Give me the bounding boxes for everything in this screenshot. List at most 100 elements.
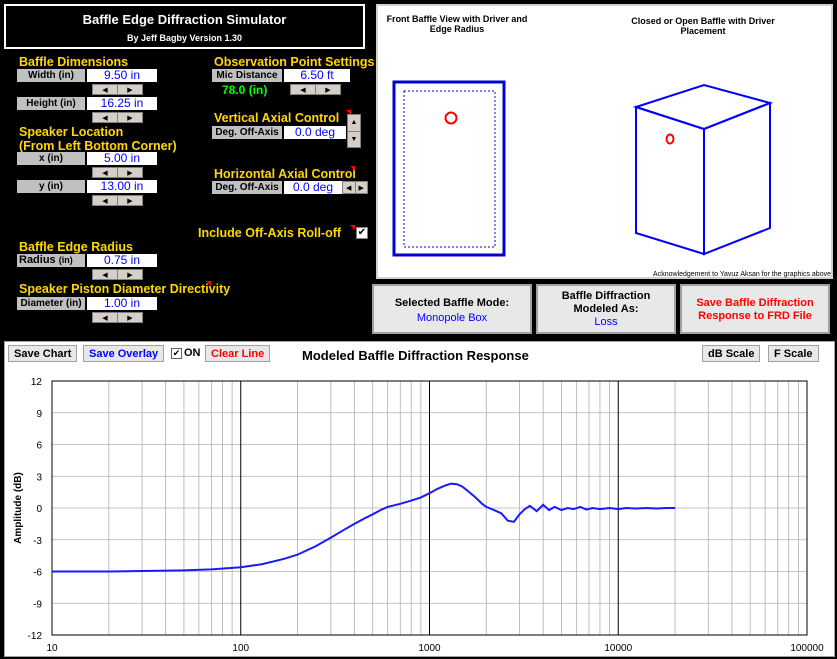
y-spinner[interactable]: ◀ ▶ — [92, 195, 143, 206]
spin-right-icon[interactable]: ▶ — [127, 197, 133, 205]
modeled-as-button[interactable]: Baffle Diffraction Modeled As: Loss — [536, 284, 676, 334]
x-tick-label: 10 — [46, 643, 58, 654]
selected-mode-button[interactable]: Selected Baffle Mode: Monopole Box — [372, 284, 532, 334]
front-baffle-caption: Front Baffle View with Driver and Edge R… — [386, 14, 528, 34]
app-title-box: Baffle Edge Diffraction Simulator By Jef… — [4, 4, 365, 49]
spin-up-icon[interactable]: ▲ — [348, 115, 360, 132]
overlay-on-label: ON — [184, 347, 201, 359]
modeled-as-value: Loss — [594, 316, 618, 328]
mic-spinner[interactable]: ◀ ▶ — [290, 84, 341, 95]
box-caption: Closed or Open Baffle with Driver Placem… — [631, 16, 775, 36]
x-tick-label: 100 — [232, 643, 249, 654]
x-spinner[interactable]: ◀ ▶ — [92, 167, 143, 178]
comment-marker-icon — [350, 166, 355, 171]
y-value[interactable]: 13.00 in — [87, 180, 157, 193]
modeled-as-label-2: Modeled As: — [573, 303, 639, 315]
spin-left-icon[interactable]: ◀ — [343, 182, 356, 193]
y-tick-label: 12 — [31, 377, 43, 388]
f-scale-button[interactable]: F Scale — [768, 345, 819, 362]
save-frd-label-1: Save Baffle Diffraction — [696, 297, 814, 309]
mic-distance-value[interactable]: 6.50 ft — [284, 69, 350, 82]
width-label: Width (in) — [17, 69, 85, 82]
plot-border — [51, 380, 808, 636]
horizontal-spinner[interactable]: ◀ ▶ — [342, 181, 368, 194]
y-tick-label: -12 — [28, 631, 43, 642]
spin-right-icon[interactable]: ▶ — [127, 271, 133, 279]
spin-left-icon[interactable]: ◀ — [93, 85, 118, 94]
comment-marker-icon — [346, 110, 351, 115]
save-chart-button[interactable]: Save Chart — [8, 345, 78, 362]
clear-line-button[interactable]: Clear Line — [205, 345, 271, 362]
spin-down-icon[interactable]: ▼ — [350, 135, 358, 143]
comment-marker-icon — [350, 225, 355, 230]
x-label: x (in) — [17, 152, 85, 165]
db-scale-button[interactable]: dB Scale — [702, 345, 761, 362]
save-frd-label-2: Response to FRD File — [698, 310, 812, 322]
comment-marker-icon — [206, 281, 211, 286]
horizontal-offaxis-label: Deg. Off-Axis — [212, 181, 282, 194]
diameter-label: Diameter (in) — [17, 297, 85, 310]
x-value[interactable]: 5.00 in — [87, 152, 157, 165]
spin-left-icon[interactable]: ◀ — [93, 168, 118, 177]
y-tick-label: -6 — [33, 568, 42, 579]
vertical-offaxis-value[interactable]: 0.0 deg — [284, 126, 346, 139]
overlay-on-checkbox[interactable]: ✔ — [171, 348, 182, 359]
speaker-location-heading: Speaker Location — [19, 125, 124, 139]
baffle-graphics-panel: Front Baffle View with Driver and Edge R… — [376, 4, 833, 279]
diameter-spinner[interactable]: ◀ ▶ — [92, 312, 143, 323]
x-tick-label: 10000 — [604, 643, 632, 654]
diameter-value[interactable]: 1.00 in — [87, 297, 157, 310]
spin-left-icon[interactable]: ◀ — [93, 113, 118, 122]
y-tick-label: -9 — [33, 599, 42, 610]
y-label: y (in) — [17, 180, 85, 193]
spin-right-icon[interactable]: ▶ — [127, 169, 133, 177]
y-tick-label: 6 — [36, 441, 42, 452]
speaker-location-subheading: (From Left Bottom Corner) — [19, 139, 177, 153]
spin-right-icon[interactable]: ▶ — [127, 114, 133, 122]
height-value[interactable]: 16.25 in — [87, 97, 157, 110]
mic-inches-value: 78.0 (in) — [222, 83, 268, 97]
vertical-axial-heading: Vertical Axial Control — [214, 111, 340, 125]
vertical-offaxis-label: Deg. Off-Axis — [212, 126, 282, 139]
spin-left-icon[interactable]: ◀ — [93, 313, 118, 322]
observation-heading: Observation Point Settings — [214, 55, 375, 69]
vertical-spinner[interactable]: ▲ ▼ — [347, 114, 361, 148]
height-spinner[interactable]: ◀ ▶ — [92, 112, 143, 123]
spin-right-icon[interactable]: ▶ — [127, 314, 133, 322]
spin-right-icon[interactable]: ▶ — [127, 86, 133, 94]
edge-radius-unit: (in) — [58, 255, 73, 265]
edge-radius-spinner[interactable]: ◀ ▶ — [92, 269, 143, 280]
x-tick-label: 100000 — [790, 643, 824, 654]
horizontal-axial-heading: Horizontal Axial Control — [214, 167, 356, 181]
modeled-as-label-1: Baffle Diffraction — [561, 290, 651, 302]
box-3d-drawing — [632, 83, 774, 256]
height-label: Height (in) — [17, 97, 85, 110]
horizontal-offaxis-value[interactable]: 0.0 deg — [284, 181, 342, 194]
rolloff-label: Include Off-Axis Roll-off — [198, 226, 342, 240]
selected-mode-label: Selected Baffle Mode: — [394, 297, 510, 309]
x-tick-label: 1000 — [418, 643, 441, 654]
edge-radius-label-box: Radius (in) — [17, 254, 85, 267]
chart-title: Modeled Baffle Diffraction Response — [302, 348, 529, 363]
edge-radius-label: Radius — [19, 254, 56, 266]
baffle-dimensions-heading: Baffle Dimensions — [19, 55, 129, 69]
app-title: Baffle Edge Diffraction Simulator — [82, 12, 287, 27]
spin-right-icon[interactable]: ▶ — [325, 86, 331, 94]
y-tick-label: 9 — [36, 409, 42, 420]
width-spinner[interactable]: ◀ ▶ — [92, 84, 143, 95]
save-frd-button[interactable]: Save Baffle Diffraction Response to FRD … — [680, 284, 830, 334]
edge-radius-value[interactable]: 0.75 in — [87, 254, 157, 267]
selected-mode-value: Monopole Box — [416, 312, 488, 324]
rolloff-checkbox[interactable]: ✔ — [356, 227, 368, 239]
app-author: By Jeff Bagby Version 1.30 — [126, 33, 243, 43]
y-tick-label: 3 — [36, 472, 42, 483]
chart-area: Save Chart Save Overlay ✔ ON Clear Line … — [4, 341, 835, 657]
spin-left-icon[interactable]: ◀ — [291, 85, 316, 94]
spin-left-icon[interactable]: ◀ — [93, 270, 118, 279]
spin-left-icon[interactable]: ◀ — [93, 196, 118, 205]
baffle-drawings — [392, 80, 774, 257]
save-overlay-button[interactable]: Save Overlay — [83, 345, 165, 362]
spin-right-icon[interactable]: ▶ — [358, 184, 364, 192]
width-value[interactable]: 9.50 in — [87, 69, 157, 82]
y-tick-label: -3 — [33, 536, 42, 547]
